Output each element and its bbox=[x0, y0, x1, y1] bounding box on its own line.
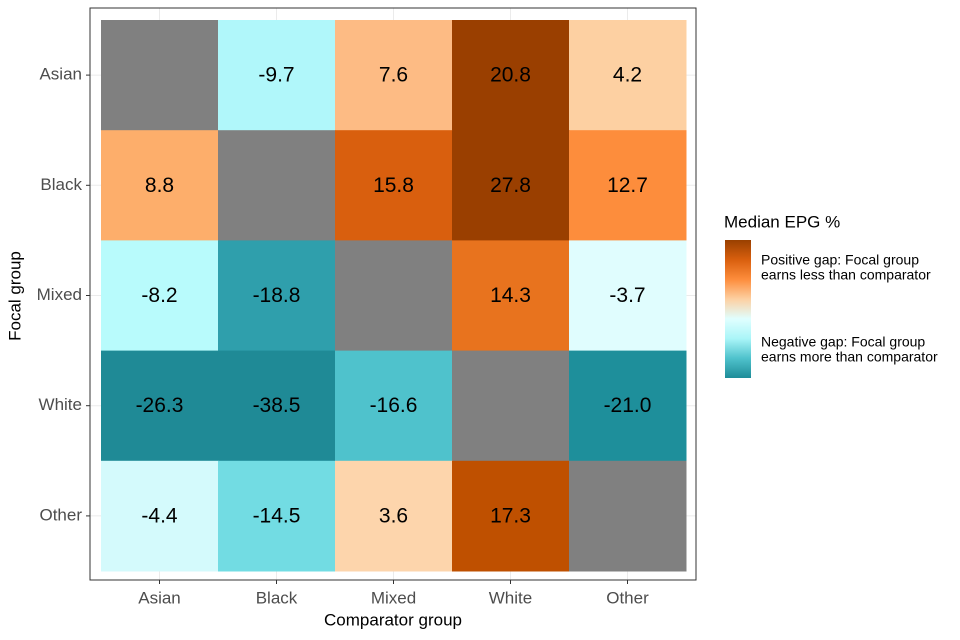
cell-label: 17.3 bbox=[490, 504, 531, 527]
cell bbox=[335, 20, 453, 131]
cell bbox=[569, 350, 687, 462]
x-tick-label: Other bbox=[606, 588, 649, 607]
x-tick-label: Black bbox=[256, 588, 298, 607]
legend-label: earns more than comparator bbox=[761, 349, 938, 365]
x-tick-label: White bbox=[489, 588, 532, 607]
x-tick-label: Mixed bbox=[371, 588, 416, 607]
missing-cell bbox=[101, 20, 219, 131]
cell-label: -26.3 bbox=[136, 394, 184, 417]
cell-label: -16.6 bbox=[370, 394, 418, 417]
y-tick-label: Black bbox=[40, 175, 82, 194]
cell bbox=[218, 350, 336, 462]
cell bbox=[101, 130, 219, 241]
cell bbox=[335, 460, 453, 572]
cell-label: 7.6 bbox=[379, 64, 408, 87]
cell-label: 27.8 bbox=[490, 174, 531, 197]
y-tick-label: Other bbox=[39, 505, 82, 524]
cell bbox=[335, 130, 453, 241]
cell bbox=[218, 240, 336, 352]
cell bbox=[452, 240, 570, 352]
cell-label: 20.8 bbox=[490, 64, 531, 87]
cell-label: 8.8 bbox=[145, 174, 174, 197]
cell-label: -3.7 bbox=[609, 284, 645, 307]
cell bbox=[218, 20, 336, 131]
cell bbox=[452, 130, 570, 241]
missing-cell bbox=[335, 240, 453, 352]
cell bbox=[569, 130, 687, 241]
cell-label: -8.2 bbox=[141, 284, 177, 307]
legend-colorbar bbox=[725, 240, 751, 378]
missing-cell bbox=[218, 130, 336, 241]
legend-label: Positive gap: Focal group bbox=[761, 252, 919, 268]
y-tick-label: Mixed bbox=[37, 285, 82, 304]
cell bbox=[569, 20, 687, 131]
cell bbox=[335, 350, 453, 462]
legend-label: Negative gap: Focal group bbox=[761, 334, 925, 350]
legend-label: earns less than comparator bbox=[761, 267, 931, 283]
legend-title: Median EPG % bbox=[724, 212, 840, 231]
cell-label: -14.5 bbox=[253, 504, 301, 527]
cell bbox=[101, 240, 219, 352]
cell bbox=[452, 20, 570, 131]
cell-label: 3.6 bbox=[379, 504, 408, 527]
cell-label: 4.2 bbox=[613, 64, 642, 87]
cell bbox=[101, 460, 219, 572]
missing-cell bbox=[569, 460, 687, 572]
y-tick-label: White bbox=[39, 395, 82, 414]
cell bbox=[218, 460, 336, 572]
cell-label: -18.8 bbox=[253, 284, 301, 307]
cell-label: -38.5 bbox=[253, 394, 301, 417]
missing-cell bbox=[452, 350, 570, 462]
cell-label: 15.8 bbox=[373, 174, 414, 197]
cell-label: 12.7 bbox=[607, 174, 648, 197]
cell-label: 14.3 bbox=[490, 284, 531, 307]
x-axis-title: Comparator group bbox=[324, 610, 462, 629]
cell bbox=[569, 240, 687, 352]
cell-label: -21.0 bbox=[604, 394, 652, 417]
cell bbox=[452, 460, 570, 572]
x-tick-label: Asian bbox=[138, 588, 181, 607]
y-axis-title: Focal group bbox=[5, 251, 24, 341]
cell bbox=[101, 350, 219, 462]
cell-label: -4.4 bbox=[141, 504, 178, 527]
y-tick-label: Asian bbox=[39, 65, 82, 84]
cell-label: -9.7 bbox=[258, 64, 294, 87]
